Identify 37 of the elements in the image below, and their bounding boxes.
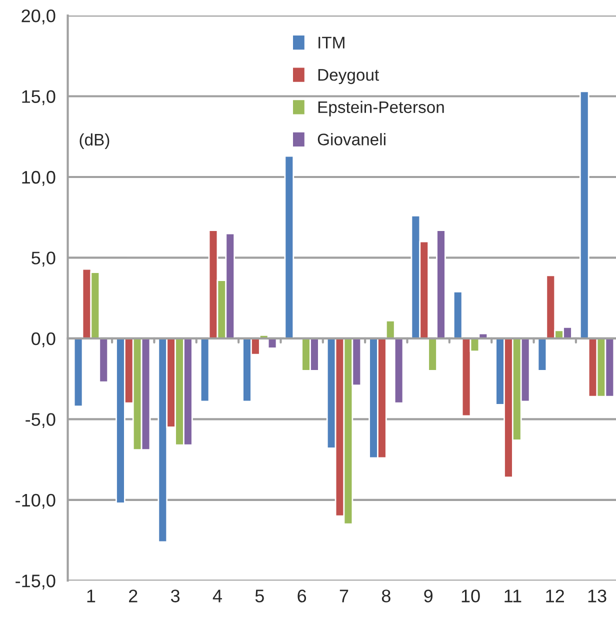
bar bbox=[385, 320, 396, 340]
x-tick-label: 1 bbox=[87, 590, 96, 602]
y-tick-label: -10,0 bbox=[16, 494, 56, 509]
legend-label: Epstein-Peterson bbox=[318, 100, 444, 116]
x-tick-label: 8 bbox=[382, 590, 390, 602]
x-tick-label: 13 bbox=[588, 590, 606, 602]
bar bbox=[452, 290, 463, 340]
bar bbox=[284, 155, 294, 340]
bar bbox=[394, 338, 404, 404]
x-tick-label: 9 bbox=[424, 590, 432, 602]
y-tick-label: 10,0 bbox=[22, 170, 56, 186]
bar bbox=[98, 338, 109, 383]
bar bbox=[537, 338, 548, 372]
x-tick-label: 4 bbox=[212, 590, 222, 602]
x-tick-label: 6 bbox=[298, 590, 306, 602]
bar bbox=[200, 338, 210, 402]
y-tick-label: -15,0 bbox=[16, 574, 56, 590]
legend-label: ITM bbox=[318, 36, 344, 48]
y-tick-label: 15,0 bbox=[22, 90, 56, 106]
y-tick-label: 20,0 bbox=[22, 9, 56, 24]
bar bbox=[579, 90, 590, 340]
x-tick-label: 5 bbox=[255, 590, 264, 602]
bar bbox=[73, 338, 84, 407]
x-tick-label: 7 bbox=[340, 590, 348, 602]
x-tick-label: 2 bbox=[129, 590, 138, 602]
y-tick-label: -5,0 bbox=[26, 413, 56, 428]
y-tick-label: 5,0 bbox=[32, 252, 56, 267]
y-tick-label: 0,0 bbox=[32, 332, 56, 348]
x-tick-label: 12 bbox=[546, 590, 564, 602]
bar bbox=[428, 338, 438, 372]
bar bbox=[436, 230, 446, 340]
x-tick-label: 3 bbox=[170, 590, 180, 602]
annotation: (dB) bbox=[80, 133, 110, 149]
x-tick-label: 10 bbox=[462, 590, 480, 602]
legend-label: Deygout bbox=[318, 69, 379, 84]
x-tick-label: 11 bbox=[504, 590, 522, 602]
legend-label: Giovaneli bbox=[318, 133, 386, 146]
